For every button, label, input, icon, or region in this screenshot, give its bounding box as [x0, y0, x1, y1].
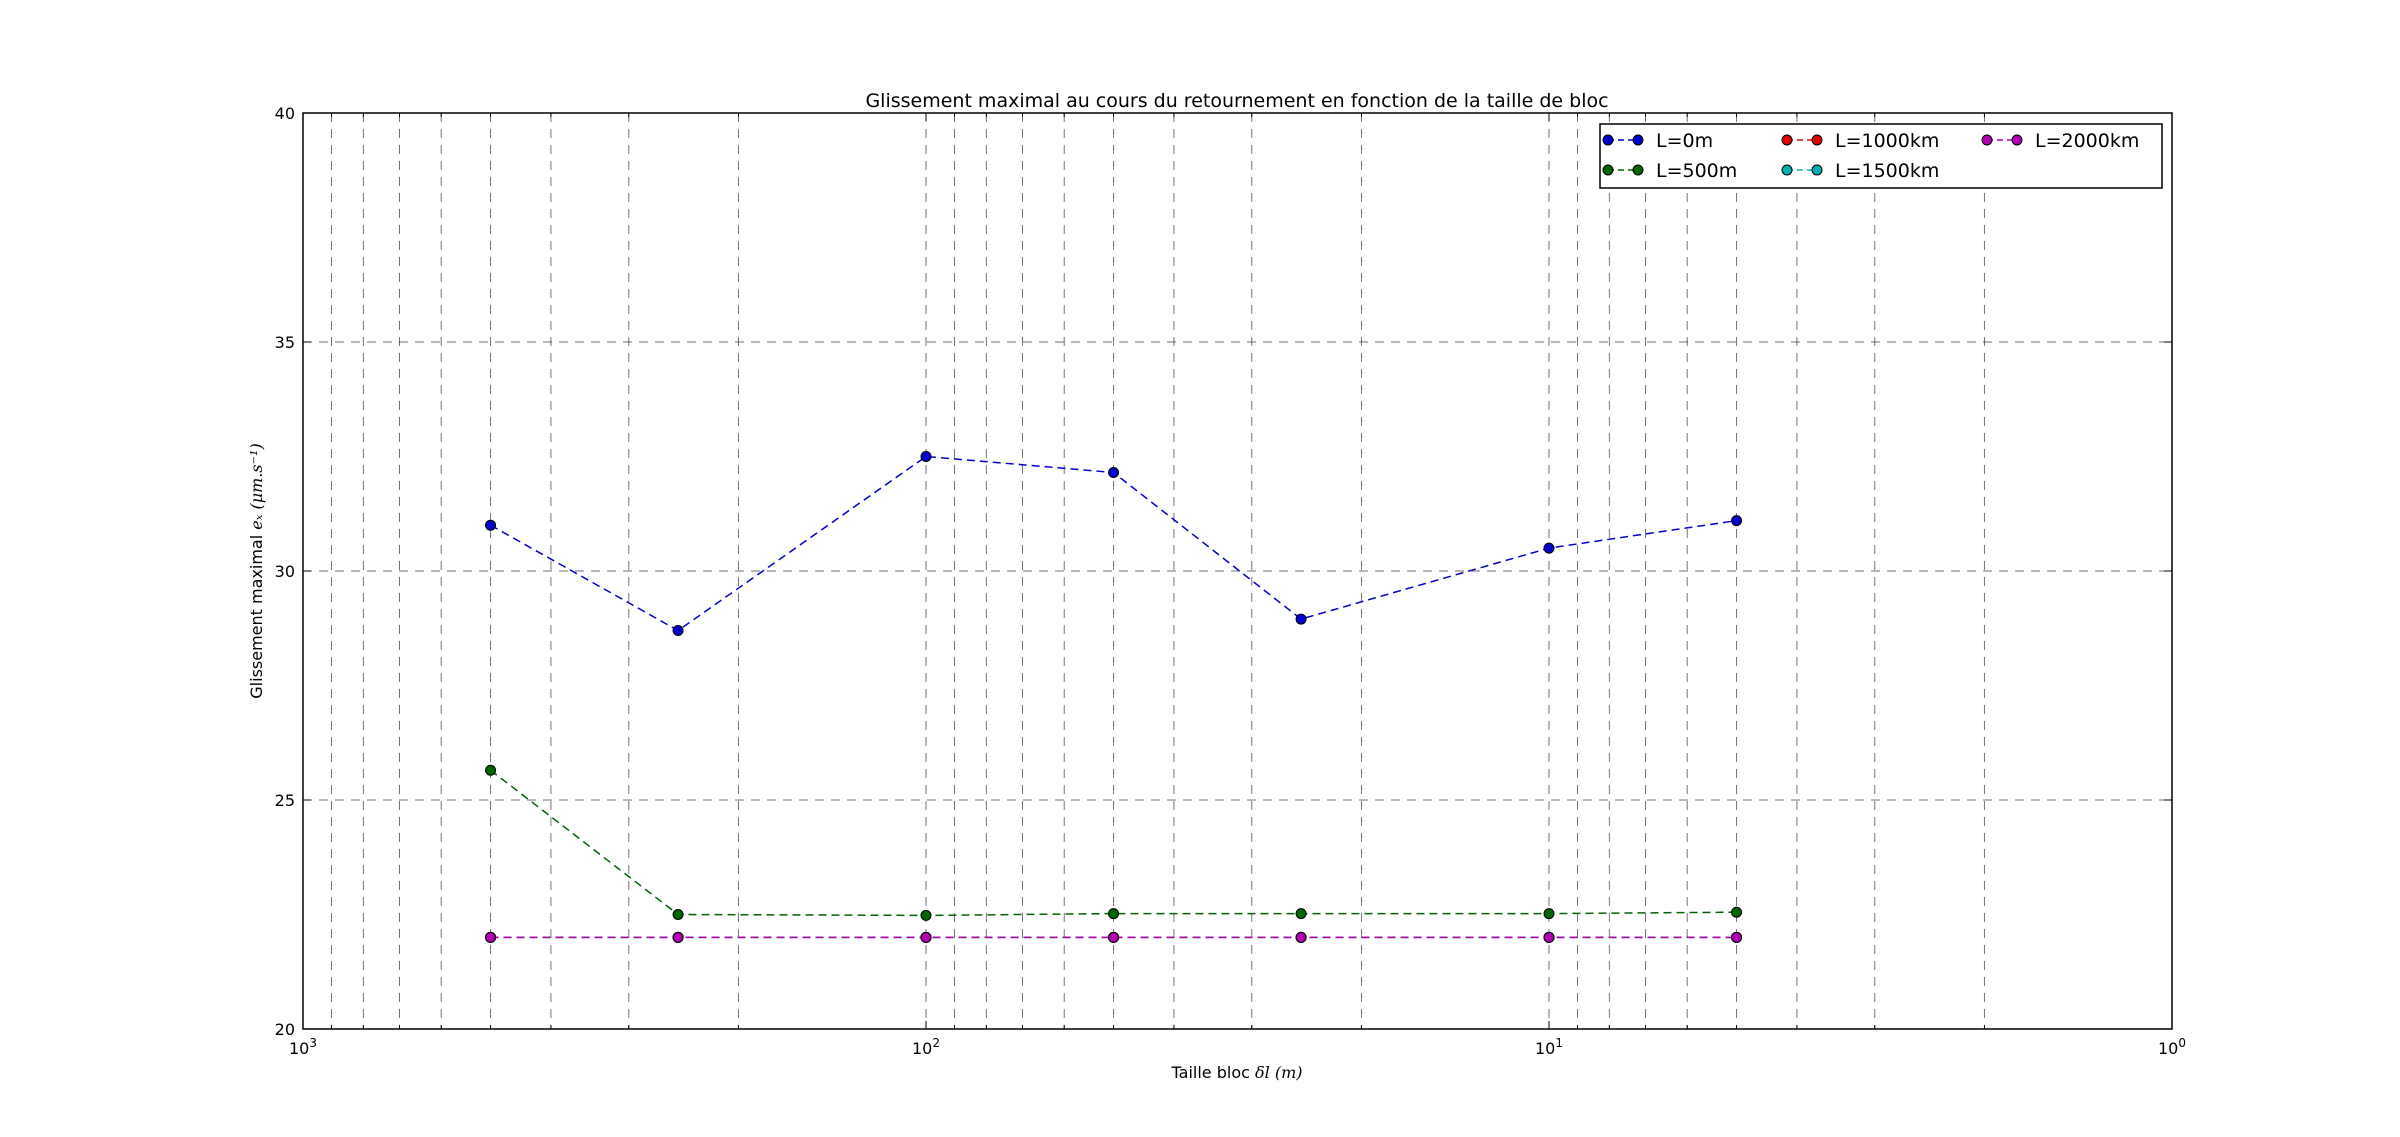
x-tick-exponent: 3	[309, 1036, 317, 1050]
legend-marker	[1781, 134, 1793, 146]
data-point	[672, 909, 684, 920]
legend-marker	[1781, 164, 1793, 176]
x-tick-label: 101	[1535, 1036, 1563, 1058]
legend-entry: L=1000km	[1781, 130, 1939, 152]
data-point	[1543, 908, 1555, 920]
data-point	[485, 931, 497, 943]
series-layer	[485, 451, 1743, 943]
x-tick-label: 102	[912, 1036, 940, 1058]
legend-marker	[2011, 134, 2023, 146]
y-tick-label: 25	[275, 791, 295, 810]
y-axis-label: Glissement maximal eₓ (μm.s⁻¹)	[247, 443, 266, 698]
legend-entry: L=1500km	[1781, 160, 1939, 182]
y-tick-label: 30	[275, 562, 295, 581]
data-point	[1108, 908, 1120, 920]
data-point	[1543, 931, 1555, 943]
legend-entry: L=500m	[1602, 160, 1737, 182]
data-point	[1295, 931, 1307, 943]
data-point	[485, 764, 497, 776]
data-point	[1295, 908, 1307, 920]
series-L=500m	[485, 764, 1743, 921]
series-L=2000km	[485, 931, 1743, 943]
x-tick-base: 10	[2158, 1039, 2178, 1058]
x-tick-exponent: 1	[1555, 1036, 1563, 1050]
data-point	[1543, 542, 1555, 554]
legend-marker	[1811, 134, 1823, 146]
x-tick-base: 10	[289, 1039, 309, 1058]
legend-box	[1599, 123, 2163, 189]
data-point	[672, 931, 684, 943]
legend-entry: L=0m	[1602, 130, 1713, 152]
grid-lines	[302, 112, 2173, 1030]
data-point	[1108, 931, 1120, 943]
x-tick-exponent: 0	[2178, 1036, 2186, 1050]
x-tick-base: 10	[912, 1039, 932, 1058]
data-point	[920, 451, 932, 462]
legend-marker	[1632, 134, 1644, 146]
legend-marker	[1632, 164, 1644, 176]
series-L=0m	[485, 451, 1743, 637]
legend-marker	[1602, 134, 1614, 146]
x-tick-base: 10	[1535, 1039, 1555, 1058]
y-tick-label: 35	[275, 333, 295, 352]
y-tick-label: 40	[275, 104, 295, 123]
legend-label: L=0m	[1656, 130, 1713, 152]
legend-label: L=2000km	[2035, 130, 2139, 152]
data-point	[920, 909, 932, 921]
data-point	[1731, 931, 1743, 943]
y-tick-label: 20	[275, 1020, 295, 1039]
data-point	[1731, 515, 1743, 527]
legend-entry: L=2000km	[1981, 130, 2139, 152]
legend-label: L=1000km	[1835, 130, 1939, 152]
legend-marker	[1981, 134, 1993, 146]
legend: L=0m L=500m L=1000km L=1500km L=2000km	[1599, 123, 2163, 189]
x-tick-label: 103	[289, 1036, 317, 1058]
x-tick-label: 100	[2158, 1036, 2186, 1058]
data-point	[920, 931, 932, 943]
data-point	[1731, 906, 1743, 918]
legend-marker	[1811, 164, 1823, 176]
x-axis-label: Taille bloc δl (m)	[1171, 1063, 1303, 1082]
chart-title: Glissement maximal au cours du retournem…	[865, 90, 1608, 112]
data-point	[672, 625, 684, 637]
legend-label: L=500m	[1656, 160, 1737, 182]
data-point	[1108, 467, 1120, 479]
legend-marker	[1602, 164, 1614, 176]
data-point	[485, 519, 497, 531]
legend-label: L=1500km	[1835, 160, 1939, 182]
x-tick-exponent: 2	[932, 1036, 940, 1050]
data-point	[1295, 613, 1307, 625]
